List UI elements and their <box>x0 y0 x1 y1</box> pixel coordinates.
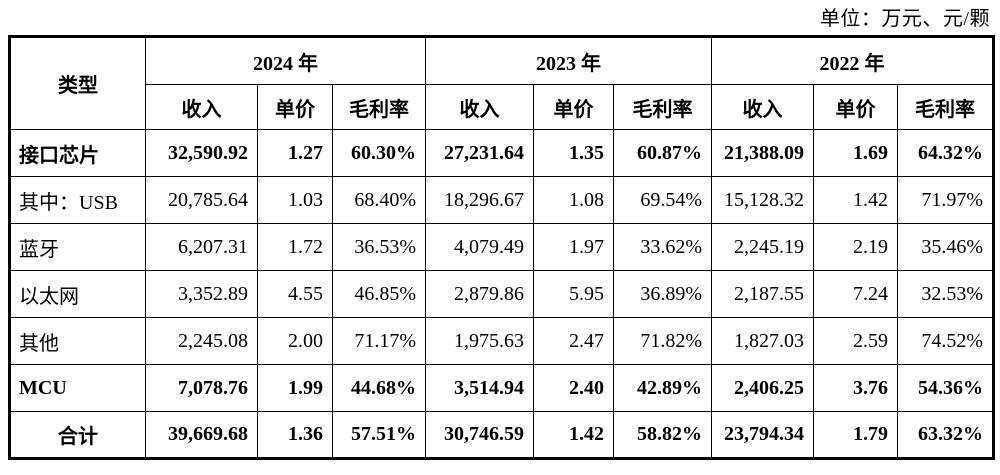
cell-r3-c6: 2,187.55 <box>711 270 814 318</box>
sub-header-1-0: 收入 <box>425 84 534 130</box>
sub-header-0-1: 单价 <box>257 84 333 130</box>
cell-r2-c0: 6,207.31 <box>145 223 258 271</box>
cell-r3-c4: 5.95 <box>533 270 614 318</box>
row-label: 合计 <box>9 411 146 459</box>
cell-r6-c0: 39,669.68 <box>145 411 258 459</box>
cell-r5-c5: 42.89% <box>613 364 712 412</box>
cell-r6-c5: 58.82% <box>613 411 712 459</box>
table-row: 合计 39,669.68 1.36 57.51% 30,746.59 1.42 58.82%… <box>9 411 995 459</box>
year-header-2023: 2023 年 <box>425 36 712 85</box>
cell-r1-c4: 1.08 <box>533 176 614 224</box>
cell-r6-c2: 57.51% <box>332 411 426 459</box>
row-label: 蓝牙 <box>9 223 146 271</box>
sub-header-2-1: 单价 <box>813 84 898 130</box>
cell-r0-c7: 1.69 <box>813 129 898 177</box>
table-row: 接口芯片 32,590.92 1.27 60.30% 27,231.64 1.35 60.8… <box>9 129 995 177</box>
cell-r4-c5: 71.82% <box>613 317 712 365</box>
cell-r5-c7: 3.76 <box>813 364 898 412</box>
sub-header-0-0: 收入 <box>145 84 258 130</box>
cell-r1-c5: 69.54% <box>613 176 712 224</box>
cell-r2-c8: 35.46% <box>896 223 995 271</box>
sub-header-1-1: 单价 <box>533 84 614 130</box>
table-header: 类型 2024 年 2023 年 2022 年收入 单价 毛利率 收入 单价 毛利率 收入 单价 毛利… <box>9 36 995 130</box>
cell-r1-c8: 71.97% <box>896 176 995 224</box>
table-row: 其中：USB 20,785.64 1.03 68.40% 18,296.67 1.08 69… <box>9 176 995 224</box>
cell-r0-c3: 27,231.64 <box>425 129 534 177</box>
cell-r1-c0: 20,785.64 <box>145 176 258 224</box>
cell-r2-c3: 4,079.49 <box>425 223 534 271</box>
cell-r4-c0: 2,245.08 <box>145 317 258 365</box>
cell-r2-c1: 1.72 <box>257 223 333 271</box>
cell-r4-c6: 1,827.03 <box>711 317 814 365</box>
cell-r2-c5: 33.62% <box>613 223 712 271</box>
table-row: MCU 7,078.76 1.99 44.68% 3,514.94 2.40 42.89% 2… <box>9 364 995 412</box>
cell-r3-c1: 4.55 <box>257 270 333 318</box>
cell-r4-c4: 2.47 <box>533 317 614 365</box>
year-header-2024: 2024 年 <box>145 36 426 85</box>
cell-r3-c3: 2,879.86 <box>425 270 534 318</box>
sub-header-1-2: 毛利率 <box>613 84 712 130</box>
cell-r5-c0: 7,078.76 <box>145 364 258 412</box>
type-column-header: 类型 <box>9 36 146 130</box>
row-label: 其他 <box>9 317 146 365</box>
cell-r0-c5: 60.87% <box>613 129 712 177</box>
cell-r3-c7: 7.24 <box>813 270 898 318</box>
cell-r3-c2: 46.85% <box>332 270 426 318</box>
revenue-table: 类型 2024 年 2023 年 2022 年收入 单价 毛利率 收入 单价 毛利率 收入 单价 毛利… <box>8 35 996 460</box>
cell-r2-c2: 36.53% <box>332 223 426 271</box>
cell-r3-c8: 32.53% <box>896 270 995 318</box>
cell-r2-c4: 1.97 <box>533 223 614 271</box>
sub-header-2-2: 毛利率 <box>896 84 995 130</box>
cell-r1-c1: 1.03 <box>257 176 333 224</box>
cell-r5-c1: 1.99 <box>257 364 333 412</box>
cell-r5-c8: 54.36% <box>896 364 995 412</box>
cell-r4-c2: 71.17% <box>332 317 426 365</box>
cell-r6-c4: 1.42 <box>533 411 614 459</box>
unit-label: 单位：万元、元/颗 <box>819 8 990 30</box>
cell-r5-c2: 44.68% <box>332 364 426 412</box>
table-row: 其他 2,245.08 2.00 71.17% 1,975.63 2.47 71.82% 1,… <box>9 317 995 365</box>
cell-r3-c0: 3,352.89 <box>145 270 258 318</box>
table-body: 接口芯片 32,590.92 1.27 60.30% 27,231.64 1.35 60.8… <box>9 129 995 459</box>
row-label: 以太网 <box>9 270 146 318</box>
cell-r6-c7: 1.79 <box>813 411 898 459</box>
cell-r1-c3: 18,296.67 <box>425 176 534 224</box>
cell-r2-c6: 2,245.19 <box>711 223 814 271</box>
cell-r4-c1: 2.00 <box>257 317 333 365</box>
cell-r3-c5: 36.89% <box>613 270 712 318</box>
cell-r4-c8: 74.52% <box>896 317 995 365</box>
cell-r4-c3: 1,975.63 <box>425 317 534 365</box>
cell-r1-c2: 68.40% <box>332 176 426 224</box>
sub-header-2-0: 收入 <box>711 84 814 130</box>
cell-r5-c4: 2.40 <box>533 364 614 412</box>
row-label: 接口芯片 <box>9 129 146 177</box>
cell-r5-c3: 3,514.94 <box>425 364 534 412</box>
cell-r0-c4: 1.35 <box>533 129 614 177</box>
cell-r1-c7: 1.42 <box>813 176 898 224</box>
row-label: MCU <box>9 364 146 412</box>
cell-r0-c8: 64.32% <box>896 129 995 177</box>
cell-r2-c7: 2.19 <box>813 223 898 271</box>
table-row: 蓝牙 6,207.31 1.72 36.53% 4,079.49 1.97 33.62% 2,… <box>9 223 995 271</box>
cell-r0-c2: 60.30% <box>332 129 426 177</box>
table-row: 以太网 3,352.89 4.55 46.85% 2,879.86 5.95 36.89% 2… <box>9 270 995 318</box>
cell-r6-c8: 63.32% <box>896 411 995 459</box>
cell-r6-c1: 1.36 <box>257 411 333 459</box>
cell-r6-c6: 23,794.34 <box>711 411 814 459</box>
cell-r5-c6: 2,406.25 <box>711 364 814 412</box>
cell-r0-c0: 32,590.92 <box>145 129 258 177</box>
cell-r6-c3: 30,746.59 <box>425 411 534 459</box>
year-header-2022: 2022 年 <box>710 36 995 85</box>
cell-r0-c1: 1.27 <box>257 129 333 177</box>
row-label: 其中：USB <box>9 176 146 224</box>
sub-header-0-2: 毛利率 <box>332 84 426 130</box>
cell-r1-c6: 15,128.32 <box>711 176 814 224</box>
cell-r4-c7: 2.59 <box>813 317 898 365</box>
cell-r0-c6: 21,388.09 <box>711 129 814 177</box>
